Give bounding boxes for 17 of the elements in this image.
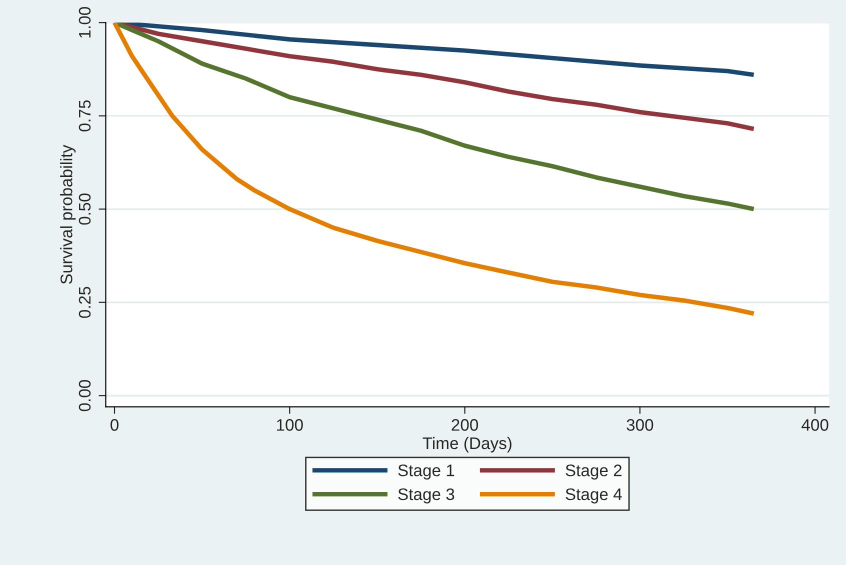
y-tick-label: 0.50	[78, 194, 91, 225]
y-tick-label: 0.25	[78, 286, 91, 318]
y-tick-label: 0.75	[78, 100, 91, 132]
x-axis-title: Time (Days)	[422, 436, 512, 452]
x-tick-label: 200	[452, 419, 478, 431]
y-axis-title: Survival probability	[60, 144, 76, 284]
x-tick-label: 400	[802, 419, 828, 431]
y-tick-label: 0.00	[78, 380, 91, 412]
y-tick-label: 1.00	[78, 7, 91, 38]
legend-label: Stage 4	[566, 488, 622, 504]
legend-label: Stage 2	[566, 464, 622, 480]
line-series	[112, 22, 756, 316]
x-tick-label: 100	[277, 419, 303, 431]
x-tick-label: 0	[110, 419, 118, 431]
x-tick-label: 300	[626, 419, 654, 431]
legend-label: Stage 3	[398, 488, 454, 504]
legend-label: Stage 1	[398, 464, 454, 480]
